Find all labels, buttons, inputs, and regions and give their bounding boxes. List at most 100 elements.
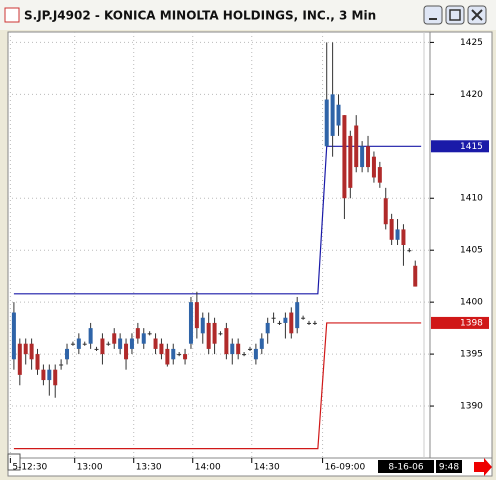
scroll-arrow[interactable] bbox=[474, 458, 492, 476]
time-box bbox=[436, 460, 462, 473]
candle-body bbox=[100, 338, 105, 355]
candle-body bbox=[360, 146, 365, 168]
candle-body bbox=[135, 328, 140, 339]
candle-body bbox=[106, 343, 111, 345]
candle-body bbox=[383, 198, 388, 225]
y-tick-label: 1400 bbox=[460, 298, 483, 308]
price-marker bbox=[431, 316, 489, 329]
price-marker-label: 1415 bbox=[460, 142, 483, 152]
candle-body bbox=[307, 322, 312, 324]
candle-body bbox=[159, 343, 164, 355]
date-box bbox=[378, 460, 434, 473]
candle-body bbox=[336, 104, 341, 126]
status-date: 8-16-06 bbox=[388, 463, 423, 473]
title-bar bbox=[0, 0, 496, 30]
candle-body bbox=[76, 338, 81, 349]
candle-body bbox=[171, 348, 176, 360]
candle-body bbox=[330, 94, 335, 136]
candle-body bbox=[23, 343, 28, 355]
candle-body bbox=[259, 338, 264, 349]
level-line bbox=[13, 145, 422, 295]
candle-body bbox=[407, 250, 412, 252]
candle-body bbox=[147, 333, 152, 335]
candle-body bbox=[354, 125, 359, 168]
candle-body bbox=[29, 343, 34, 360]
x-tick-label: 5-12:30 bbox=[12, 463, 47, 473]
minimize-button[interactable] bbox=[423, 5, 443, 25]
plot-area bbox=[7, 31, 431, 459]
candle-body bbox=[277, 322, 282, 324]
y-tick-label: 1405 bbox=[460, 246, 483, 256]
candle-body bbox=[247, 348, 252, 350]
candle-body bbox=[141, 333, 146, 344]
candle-body bbox=[265, 322, 270, 334]
candle-body bbox=[395, 229, 400, 240]
candle-body bbox=[200, 317, 205, 334]
maximize-button[interactable] bbox=[445, 5, 465, 25]
candle-body bbox=[124, 343, 129, 360]
candle-body bbox=[324, 99, 329, 147]
x-tick-label: 14:00 bbox=[195, 463, 221, 473]
candle-body bbox=[301, 317, 306, 319]
candle-body bbox=[183, 354, 188, 360]
candle-body bbox=[218, 333, 223, 335]
status-time: 9:48 bbox=[439, 463, 459, 473]
candle-body bbox=[389, 219, 394, 240]
candle-body bbox=[295, 302, 300, 329]
candle-body bbox=[342, 115, 347, 199]
candle-body bbox=[165, 348, 170, 365]
candle-body bbox=[366, 146, 371, 168]
y-tick-label: 1395 bbox=[460, 350, 483, 360]
candle-body bbox=[224, 328, 229, 355]
y-tick-label: 1420 bbox=[460, 90, 483, 100]
candle-body bbox=[177, 354, 182, 356]
y-tick-label: 1390 bbox=[460, 402, 483, 412]
candle-body bbox=[348, 135, 353, 188]
candle-body bbox=[11, 312, 16, 360]
candle-body bbox=[59, 364, 64, 366]
candle-body bbox=[371, 156, 376, 178]
candle-body bbox=[70, 343, 75, 345]
candle-body bbox=[153, 338, 158, 349]
candle-body bbox=[129, 338, 134, 349]
candle-body bbox=[230, 343, 235, 355]
x-tick-label: 13:30 bbox=[136, 463, 162, 473]
x-tick-label: 14:30 bbox=[254, 463, 280, 473]
candle-body bbox=[413, 265, 418, 287]
y-tick-label: 1425 bbox=[460, 38, 483, 48]
candle-body bbox=[236, 343, 241, 355]
x-tick-label: 16-09:00 bbox=[325, 463, 366, 473]
candle-body bbox=[65, 348, 70, 360]
candle-body bbox=[212, 322, 217, 344]
scroll-box[interactable] bbox=[7, 453, 21, 471]
candle-body bbox=[17, 343, 22, 375]
candle-body bbox=[88, 328, 93, 344]
app-icon bbox=[4, 7, 20, 23]
candle-body bbox=[283, 317, 288, 323]
candle-body bbox=[401, 229, 406, 245]
candle-body bbox=[194, 302, 199, 329]
price-marker-label: 1398 bbox=[460, 318, 483, 328]
level-line bbox=[13, 322, 422, 450]
candle-body bbox=[112, 333, 117, 344]
candle-body bbox=[377, 167, 382, 183]
candle-body bbox=[253, 348, 258, 360]
candle-body bbox=[82, 343, 87, 345]
candle-body bbox=[41, 369, 46, 381]
candle-body bbox=[289, 312, 294, 334]
candle-body bbox=[271, 317, 276, 319]
window-title: S.JP.J4902 - KONICA MINOLTA HOLDINGS, IN… bbox=[24, 9, 376, 23]
price-marker bbox=[431, 140, 489, 153]
candle-body bbox=[94, 348, 99, 350]
price-axis bbox=[429, 31, 493, 459]
candle-body bbox=[53, 369, 58, 386]
candle-body bbox=[312, 322, 317, 324]
candle-body bbox=[242, 354, 247, 356]
candle-body bbox=[47, 369, 52, 381]
candle-body bbox=[35, 354, 40, 370]
y-tick-label: 1410 bbox=[460, 194, 483, 204]
x-tick-label: 13:00 bbox=[77, 463, 103, 473]
candle-body bbox=[206, 322, 211, 349]
candle-body bbox=[188, 302, 193, 344]
